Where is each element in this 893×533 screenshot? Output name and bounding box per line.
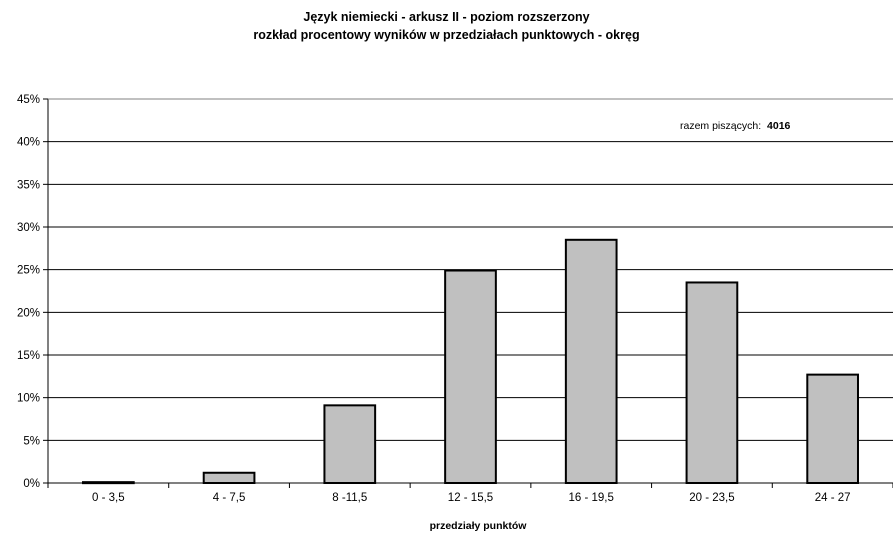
y-tick-label: 0%	[23, 478, 40, 490]
x-axis-label: przedziały punktów	[430, 520, 528, 532]
y-tick-label: 10%	[17, 393, 40, 405]
bar-5	[564, 238, 618, 484]
x-tick-label: 4 - 7,5	[213, 492, 246, 504]
y-tick-label: 5%	[23, 435, 40, 447]
bar-2	[202, 471, 256, 485]
bar-6	[685, 281, 739, 485]
total-writers-annotation: razem piszących: 4016	[680, 120, 791, 132]
bar-3	[323, 404, 377, 485]
y-tick-label: 25%	[17, 265, 40, 277]
y-tick-label: 40%	[17, 137, 40, 149]
chart-title: Język niemiecki - arkusz II - poziom roz…	[303, 10, 590, 24]
x-tick-label: 16 - 19,5	[569, 492, 614, 504]
chart-subtitle: rozkład procentowy wyników w przedziałac…	[253, 28, 640, 42]
bar-4	[444, 269, 497, 484]
x-tick-label: 12 - 15,5	[448, 492, 493, 504]
y-tick-label: 20%	[17, 307, 40, 319]
axes	[43, 98, 893, 488]
tick-labels: 0% 5% 10% 15% 20% 25% 30% 35% 40% 45% 0 - 3,5 4 - 7…	[17, 94, 851, 504]
x-tick-label: 8 -11,5	[332, 492, 367, 504]
x-tick-label: 0 - 3,5	[92, 492, 125, 504]
y-tick-label: 15%	[17, 350, 40, 362]
bar-7	[806, 373, 859, 485]
chart-title-block: Język niemiecki - arkusz II - poziom roz…	[0, 8, 893, 44]
gridlines	[48, 98, 893, 441]
x-tick-label: 24 - 27	[815, 492, 851, 504]
y-tick-label: 30%	[17, 222, 40, 234]
bars	[82, 238, 859, 485]
y-tick-label: 45%	[17, 94, 40, 106]
y-tick-label: 35%	[17, 179, 40, 191]
x-tick-label: 20 - 23,5	[689, 492, 734, 504]
total-writers-value: 4016	[767, 120, 791, 132]
total-writers-label: razem piszących:	[680, 120, 761, 132]
